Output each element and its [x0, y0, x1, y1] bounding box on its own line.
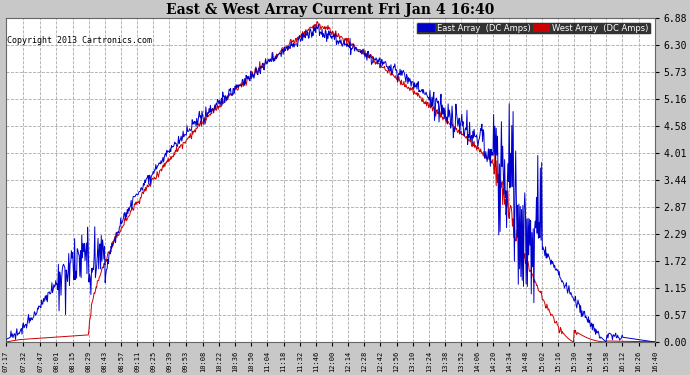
Text: Copyright 2013 Cartronics.com: Copyright 2013 Cartronics.com — [7, 36, 152, 45]
Legend: East Array  (DC Amps), West Array  (DC Amps): East Array (DC Amps), West Array (DC Amp… — [416, 22, 651, 34]
Title: East & West Array Current Fri Jan 4 16:40: East & West Array Current Fri Jan 4 16:4… — [166, 3, 495, 17]
